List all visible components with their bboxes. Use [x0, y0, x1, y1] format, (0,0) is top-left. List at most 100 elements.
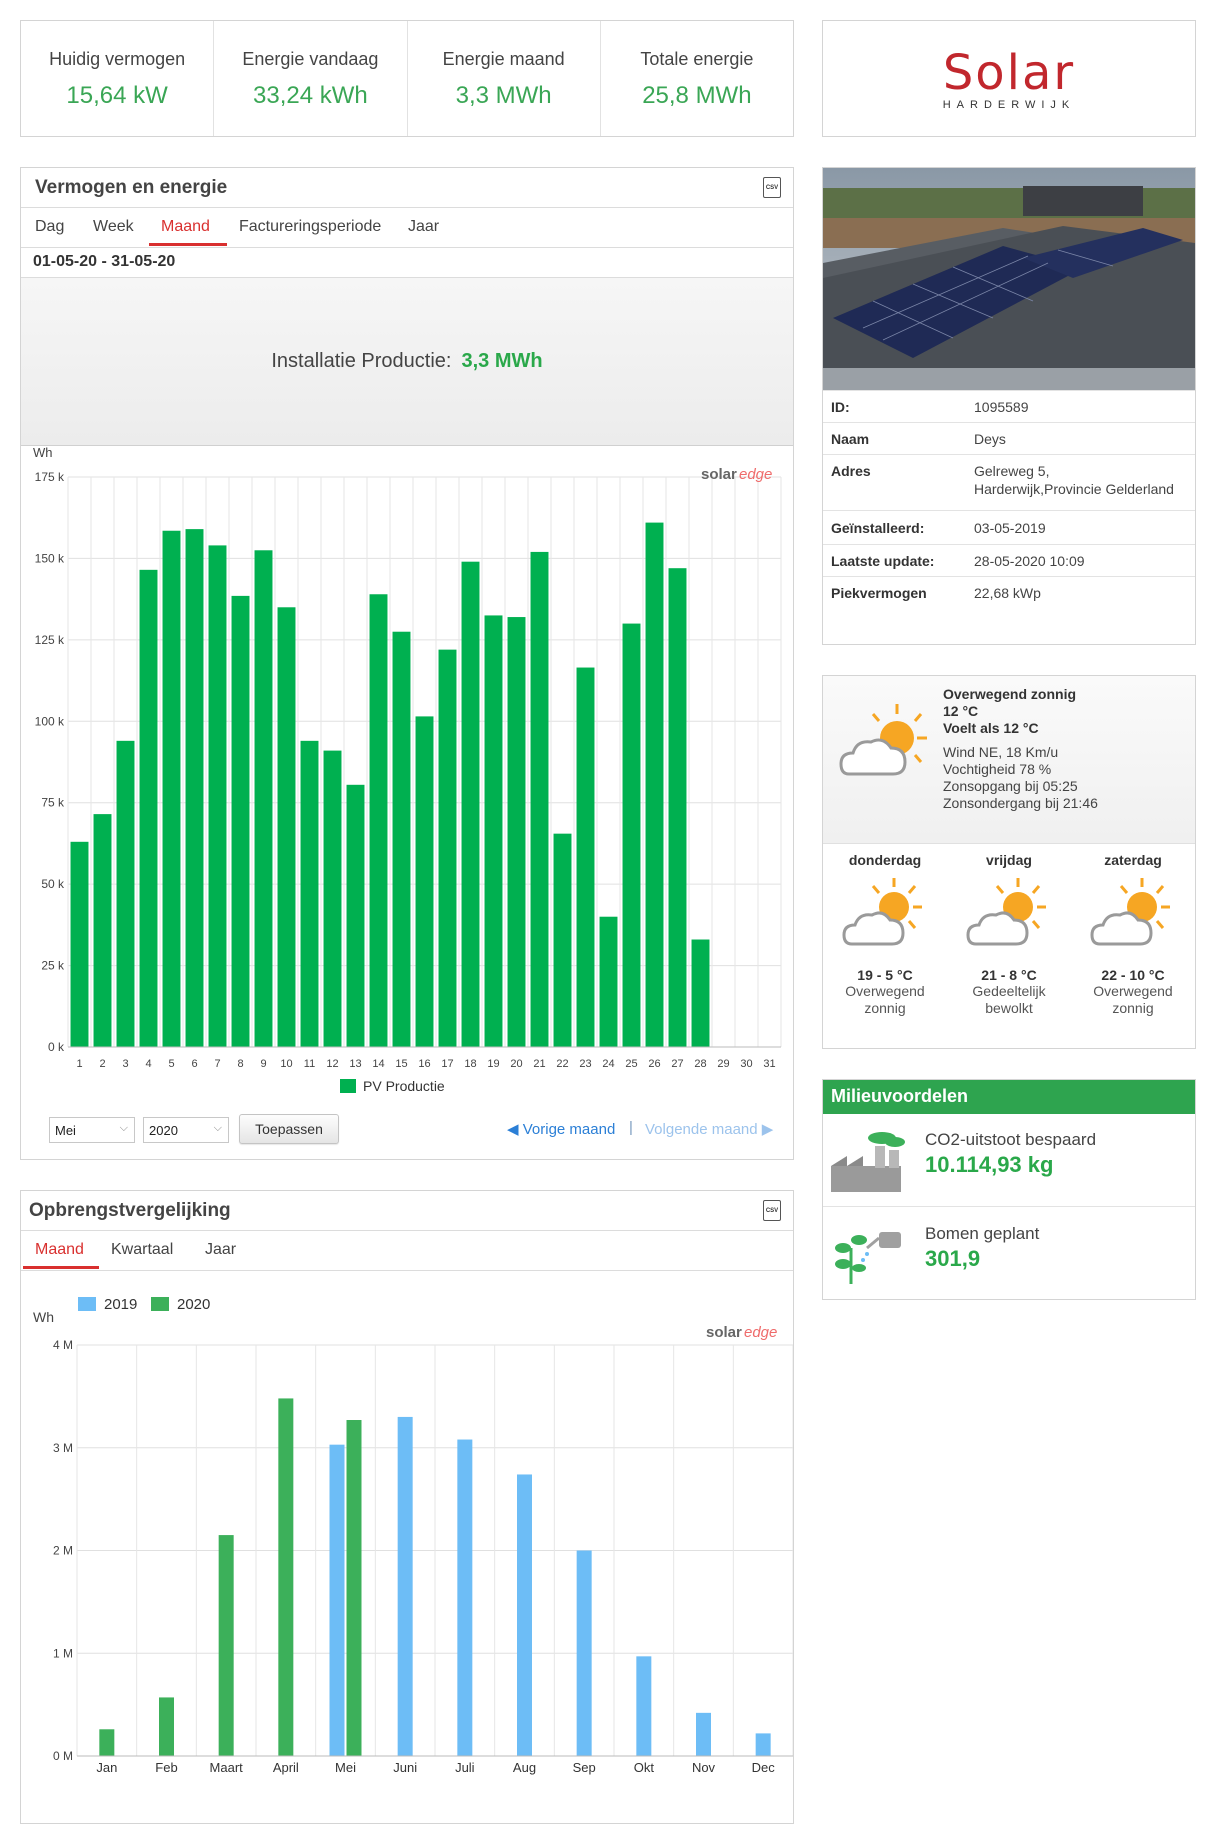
x-tick-label: 22 — [556, 1058, 568, 1070]
info-value: Gelreweg 5, — [974, 463, 1050, 479]
csv-export-icon[interactable]: CSV — [763, 1200, 781, 1221]
tab-maand[interactable]: Maand — [35, 1241, 84, 1258]
bar — [93, 814, 112, 1047]
bar — [622, 623, 641, 1047]
bar — [576, 667, 595, 1047]
bar — [208, 545, 227, 1047]
apply-button[interactable]: Toepassen — [239, 1114, 339, 1144]
x-tick-label: April — [273, 1760, 299, 1775]
legend-swatch — [340, 1079, 356, 1093]
bar-2019 — [576, 1550, 592, 1756]
x-tick-label: 2 — [99, 1058, 105, 1070]
bar — [346, 784, 365, 1047]
x-tick-label: 27 — [671, 1058, 683, 1070]
bar — [461, 561, 480, 1047]
current-temp: 12 °C — [943, 703, 979, 719]
next-month-link[interactable]: Volgende maand ▶ — [645, 1120, 773, 1138]
info-value: 03-05-2019 — [974, 520, 1046, 536]
tab-jaar[interactable]: Jaar — [408, 218, 440, 235]
forecast-day-name: donderdag — [848, 852, 922, 868]
tab-dag[interactable]: Dag — [35, 218, 65, 235]
site-logo: Solar HARDERWIJK — [822, 20, 1196, 137]
previous-month-link[interactable]: ◀ Vorige maand — [507, 1120, 615, 1138]
x-tick-label: Dec — [752, 1760, 776, 1775]
tab-maand[interactable]: Maand — [161, 218, 210, 235]
wind: Wind NE, 18 Km/u — [943, 744, 1059, 760]
installation-production: Installatie Productie: 3,3 MWh — [21, 278, 793, 446]
csv-export-icon[interactable]: CSV — [763, 177, 781, 198]
year-select[interactable]: 2020 ⌵ — [143, 1117, 229, 1143]
bar — [254, 550, 273, 1047]
co2-label: CO2-uitstoot bespaard — [925, 1130, 1097, 1149]
bar-2020 — [159, 1697, 174, 1756]
y-tick-label: 125 k — [35, 633, 65, 647]
info-key: ID: — [831, 399, 850, 415]
bar-2020 — [99, 1729, 115, 1756]
legend-swatch — [78, 1297, 96, 1311]
weather-panel: Overwegend zonnig 12 °C Voelt als 12 °C … — [822, 675, 1196, 1049]
x-tick-label: 23 — [579, 1058, 591, 1070]
bar-2019 — [397, 1416, 413, 1756]
kpi-label: Energie maand — [442, 49, 565, 69]
kpi-value: 33,24 kWh — [253, 82, 368, 109]
tab-week[interactable]: Week — [93, 218, 134, 235]
brand-solar: solar — [706, 1324, 742, 1341]
chevron-left-icon: ◀ — [507, 1121, 519, 1138]
sunrise: Zonsopgang bij 05:25 — [943, 778, 1078, 794]
previous-month-label: Vorige maand — [522, 1121, 616, 1138]
tab-jaar[interactable]: Jaar — [205, 1241, 237, 1258]
info-key: Geïnstalleerd: — [831, 520, 925, 536]
legend-swatch — [151, 1297, 169, 1311]
kpi-value: 3,3 MWh — [455, 82, 552, 109]
y-tick-label: 2 M — [53, 1544, 73, 1558]
x-tick-label: 1 — [76, 1058, 82, 1070]
forecast-desc: Overwegend — [1093, 983, 1173, 999]
kpi-label: Totale energie — [640, 49, 754, 69]
forecast-day: zaterdag 22 - 10 °C Overwegend zonnig — [1071, 852, 1195, 1017]
environmental-benefits-panel: Milieuvoordelen CO2-uitstoot bespaard 10… — [822, 1079, 1196, 1300]
bar — [277, 607, 296, 1047]
chevron-down-icon: ⌵ — [213, 1122, 222, 1134]
x-tick-label: 30 — [740, 1058, 752, 1070]
tree-watering-icon — [835, 1232, 901, 1284]
month-select[interactable]: Mei ⌵ — [49, 1117, 135, 1143]
comparison-panel: Opbrengstvergelijking CSV Maand Kwartaal… — [20, 1190, 794, 1824]
x-tick-label: 14 — [372, 1058, 384, 1070]
x-tick-label: Mei — [335, 1760, 356, 1775]
energy-panel-header: Vermogen en energie CSV — [21, 168, 793, 208]
x-tick-label: Sep — [573, 1760, 596, 1775]
y-axis-label: Wh — [33, 447, 53, 460]
forecast-temp: 22 - 10 °C — [1101, 967, 1165, 983]
x-tick-label: Aug — [513, 1760, 536, 1775]
production-label: Installatie Productie: — [271, 350, 452, 372]
bar — [139, 569, 158, 1047]
kpi-label: Huidig vermogen — [49, 49, 186, 69]
forecast-temp: 21 - 8 °C — [981, 967, 1037, 983]
current-weather: Overwegend zonnig 12 °C Voelt als 12 °C … — [823, 676, 1195, 844]
forecast-desc: zonnig — [864, 1000, 906, 1016]
comparison-panel-header: Opbrengstvergelijking CSV — [21, 1191, 793, 1231]
info-row-name: Naam Deys — [823, 422, 1195, 454]
site-info-panel: ID: 1095589 Naam Deys Adres Gelreweg 5, … — [822, 167, 1196, 645]
humidity: Vochtigheid 78 % — [943, 761, 1052, 777]
brand-edge: edge — [739, 466, 772, 483]
x-tick-label: Juni — [393, 1760, 417, 1775]
y-tick-label: 150 k — [35, 551, 65, 565]
tab-kwartaal[interactable]: Kwartaal — [111, 1241, 174, 1258]
bar — [415, 716, 434, 1047]
bar-2020 — [218, 1535, 234, 1756]
y-tick-label: 1 M — [53, 1646, 73, 1660]
partly-cloudy-icon — [966, 878, 1046, 946]
x-tick-label: 4 — [145, 1058, 151, 1070]
partly-sunny-icon — [839, 704, 927, 776]
y-tick-label: 75 k — [41, 796, 65, 810]
x-tick-label: 25 — [625, 1058, 637, 1070]
tab-factureringsperiode[interactable]: Factureringsperiode — [239, 218, 382, 235]
legend-label: PV Productie — [363, 1078, 445, 1094]
info-value: 28-05-2020 10:09 — [974, 553, 1085, 569]
x-tick-label: 11 — [304, 1058, 315, 1070]
co2-value: 10.114,93 kg — [925, 1152, 1054, 1177]
forecast-day-name: zaterdag — [1104, 852, 1162, 868]
y-axis-label: Wh — [33, 1309, 54, 1325]
info-key: Laatste update: — [831, 553, 935, 569]
